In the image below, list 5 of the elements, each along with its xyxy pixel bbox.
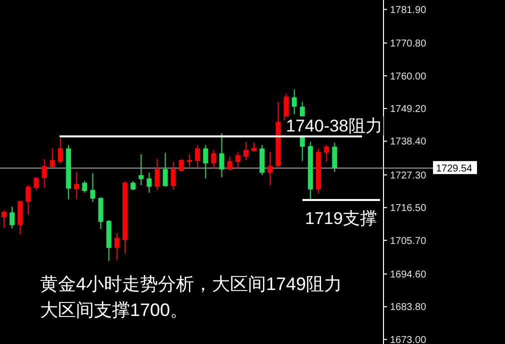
ref-line-label: 1719支撑 [305, 209, 377, 228]
ref-line-label: 1729.54 [436, 164, 473, 175]
annotation: 大区间支撑1700。 [40, 300, 188, 320]
ref-line-label: 1740-38阻力 [286, 116, 382, 136]
annotation: 黄金4小时走势分析，大区间1749阻力 [40, 274, 342, 294]
